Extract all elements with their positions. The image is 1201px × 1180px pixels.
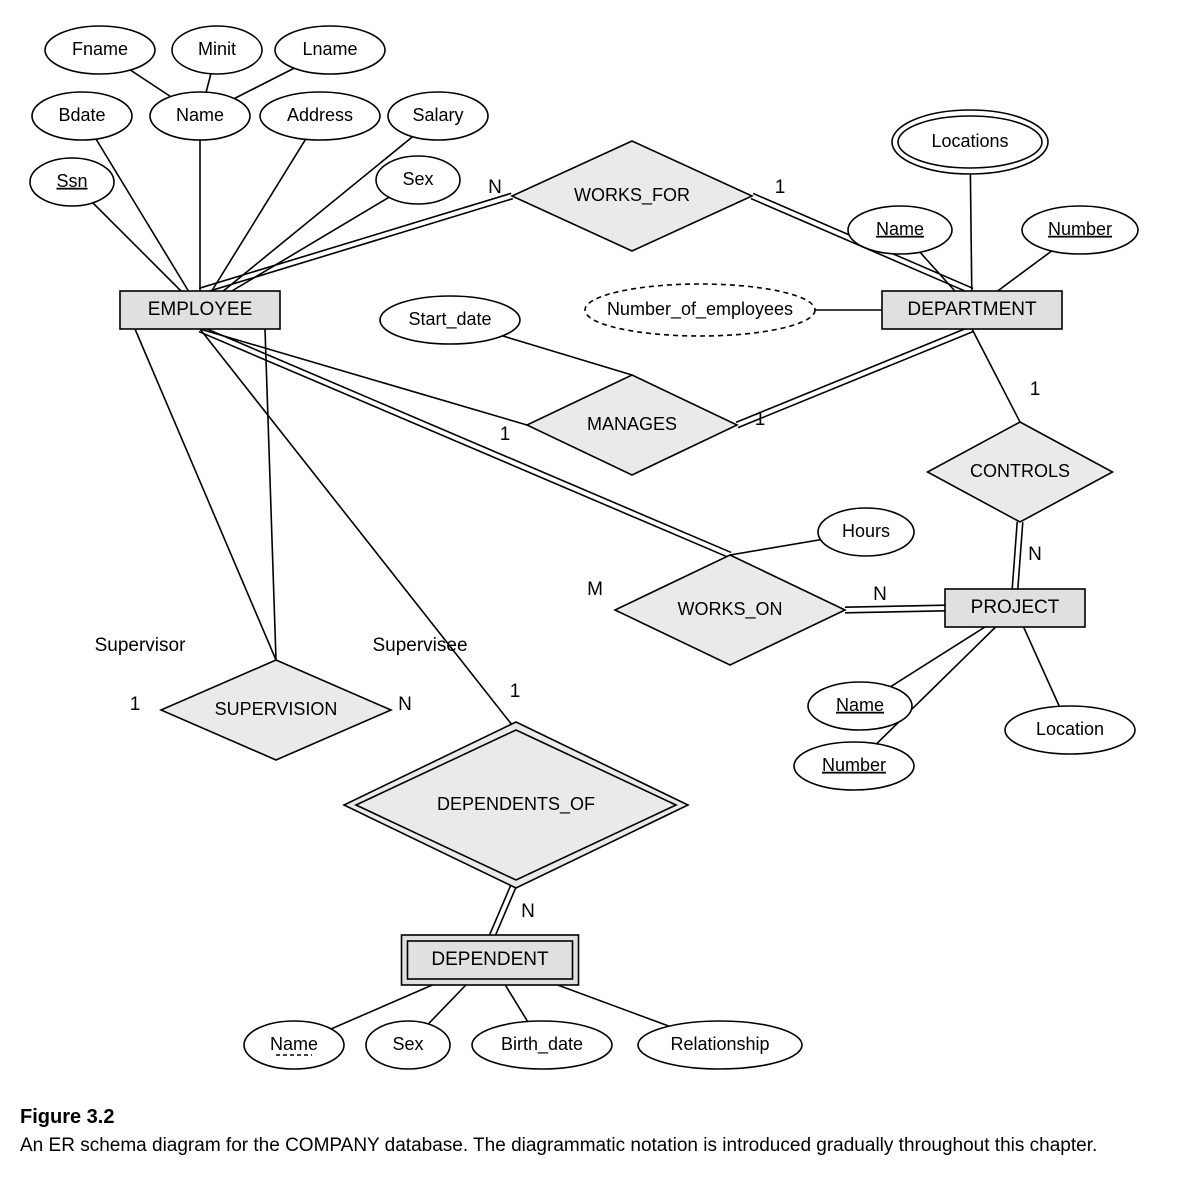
svg-text:Relationship: Relationship	[670, 1034, 769, 1054]
svg-text:Number: Number	[822, 755, 886, 775]
svg-text:Name: Name	[876, 219, 924, 239]
svg-text:M: M	[587, 579, 603, 600]
svg-text:CONTROLS: CONTROLS	[970, 461, 1070, 481]
svg-text:N: N	[873, 584, 887, 605]
svg-text:1: 1	[775, 177, 786, 198]
attribute-emp_fname: Fname	[45, 26, 155, 74]
svg-text:Supervisor: Supervisor	[95, 635, 186, 656]
svg-text:Bdate: Bdate	[58, 105, 105, 125]
svg-text:Minit: Minit	[198, 39, 236, 59]
attribute-mgr_start_date: Start_date	[380, 296, 520, 344]
attribute-dept_num_emp: Number_of_employees	[585, 284, 815, 336]
svg-text:Sex: Sex	[402, 169, 433, 189]
relationship-MANAGES: MANAGES	[527, 375, 737, 475]
svg-text:Supervisee: Supervisee	[372, 635, 467, 656]
figure-description: An ER schema diagram for the COMPANY dat…	[20, 1133, 1181, 1160]
relationship-SUPERVISION: SUPERVISION	[161, 660, 391, 760]
relationship-DEPENDENTS_OF: DEPENDENTS_OF	[344, 722, 688, 888]
svg-text:Start_date: Start_date	[408, 309, 491, 330]
svg-text:Ssn: Ssn	[56, 171, 87, 191]
svg-text:N: N	[398, 694, 412, 715]
attribute-dep_bdate: Birth_date	[472, 1021, 612, 1069]
svg-text:WORKS_ON: WORKS_ON	[677, 599, 782, 620]
attribute-proj_location: Location	[1005, 706, 1135, 754]
entity-DEPARTMENT: DEPARTMENT	[882, 291, 1062, 329]
relationship-WORKS_FOR: WORKS_FOR	[512, 141, 752, 251]
svg-text:WORKS_FOR: WORKS_FOR	[574, 185, 690, 206]
svg-text:PROJECT: PROJECT	[971, 597, 1060, 618]
relationship-CONTROLS: CONTROLS	[928, 422, 1113, 522]
entity-PROJECT: PROJECT	[945, 589, 1085, 627]
entity-DEPENDENT: DEPENDENT	[402, 935, 579, 985]
svg-text:Fname: Fname	[72, 39, 128, 59]
attribute-emp_lname: Lname	[275, 26, 385, 74]
entity-EMPLOYEE: EMPLOYEE	[120, 291, 280, 329]
svg-text:DEPENDENT: DEPENDENT	[431, 949, 549, 970]
svg-text:Lname: Lname	[302, 39, 357, 59]
attribute-dept_number: Number	[1022, 206, 1138, 254]
attribute-dep_rel: Relationship	[638, 1021, 802, 1069]
svg-text:Sex: Sex	[392, 1034, 423, 1054]
svg-text:Locations: Locations	[931, 131, 1008, 151]
svg-text:N: N	[488, 177, 502, 198]
svg-text:N: N	[521, 901, 535, 922]
attribute-emp_bdate: Bdate	[32, 92, 132, 140]
attribute-proj_number: Number	[794, 742, 914, 790]
attribute-emp_ssn: Ssn	[30, 158, 114, 206]
er-diagram: Fname Minit Lname Bdate Name Address Salary Ssn…	[20, 20, 1180, 1090]
svg-text:MANAGES: MANAGES	[587, 414, 677, 434]
svg-text:Number: Number	[1048, 219, 1112, 239]
relationship-WORKS_ON: WORKS_ON	[615, 555, 845, 665]
svg-text:Address: Address	[287, 105, 353, 125]
figure-title: Figure 3.2	[20, 1106, 1181, 1129]
attribute-proj_name: Name	[808, 682, 912, 730]
svg-text:DEPARTMENT: DEPARTMENT	[907, 299, 1037, 320]
attribute-emp_salary: Salary	[388, 92, 488, 140]
svg-text:1: 1	[130, 694, 141, 715]
svg-text:1: 1	[500, 424, 511, 445]
svg-text:Birth_date: Birth_date	[501, 1034, 583, 1055]
attribute-dep_name: Name	[244, 1021, 344, 1069]
attribute-emp_address: Address	[260, 92, 380, 140]
svg-text:Hours: Hours	[842, 521, 890, 541]
svg-text:DEPENDENTS_OF: DEPENDENTS_OF	[437, 794, 595, 815]
svg-text:1: 1	[510, 681, 521, 702]
svg-text:SUPERVISION: SUPERVISION	[215, 699, 338, 719]
attribute-emp_sex: Sex	[376, 156, 460, 204]
attribute-dep_sex: Sex	[366, 1021, 450, 1069]
figure-caption: Figure 3.2 An ER schema diagram for the …	[20, 1106, 1181, 1160]
svg-text:Name: Name	[176, 105, 224, 125]
attribute-dept_name: Name	[848, 206, 952, 254]
svg-text:Location: Location	[1036, 719, 1104, 739]
svg-text:EMPLOYEE: EMPLOYEE	[148, 299, 253, 320]
attribute-emp_minit: Minit	[172, 26, 262, 74]
svg-text:1: 1	[1030, 379, 1041, 400]
svg-text:Name: Name	[270, 1034, 318, 1054]
attribute-emp_name: Name	[150, 92, 250, 140]
svg-text:Name: Name	[836, 695, 884, 715]
attribute-dept_locations: Locations	[892, 110, 1048, 174]
svg-text:N: N	[1028, 544, 1042, 565]
svg-text:Salary: Salary	[412, 105, 463, 125]
attribute-workson_hours: Hours	[818, 508, 914, 556]
svg-text:Number_of_employees: Number_of_employees	[607, 299, 793, 320]
svg-text:1: 1	[755, 409, 766, 430]
